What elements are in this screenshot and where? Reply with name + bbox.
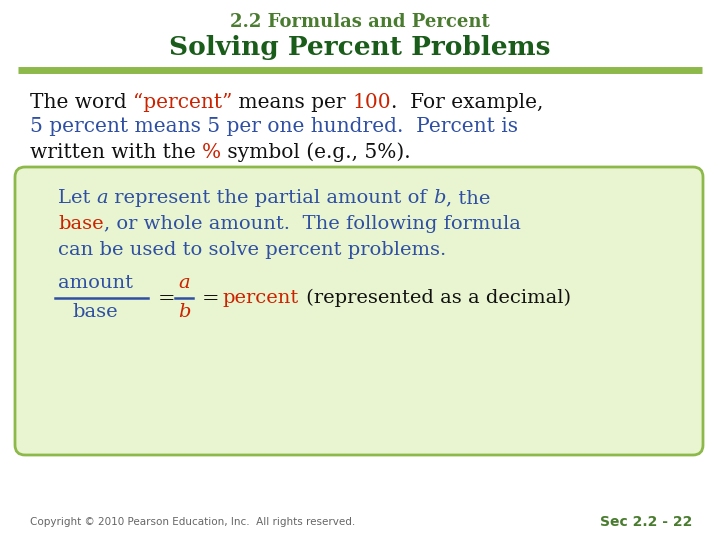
Text: , the: , the (446, 189, 490, 207)
Text: %: % (202, 143, 221, 161)
Text: 2.2 Formulas and Percent: 2.2 Formulas and Percent (230, 13, 490, 31)
Text: can be used to solve percent problems.: can be used to solve percent problems. (58, 241, 446, 259)
Text: percent: percent (222, 289, 298, 307)
FancyBboxPatch shape (15, 167, 703, 455)
Text: 5 percent means 5 per one hundred.  Percent is: 5 percent means 5 per one hundred. Perce… (30, 118, 518, 137)
Text: Let: Let (58, 189, 96, 207)
Text: .  For example,: . For example, (391, 92, 544, 111)
Text: represent the partial amount of: represent the partial amount of (108, 189, 433, 207)
Text: b: b (433, 189, 446, 207)
Text: a: a (178, 274, 190, 292)
Text: amount: amount (58, 274, 133, 292)
Text: “percent”: “percent” (133, 92, 233, 112)
Text: Solving Percent Problems: Solving Percent Problems (169, 36, 551, 60)
Text: a: a (96, 189, 108, 207)
Text: base: base (72, 303, 117, 321)
Text: means per: means per (233, 92, 353, 111)
Text: Sec 2.2 - 22: Sec 2.2 - 22 (600, 515, 692, 529)
Text: 100: 100 (353, 92, 391, 111)
Text: symbol (e.g., 5%).: symbol (e.g., 5%). (221, 142, 411, 162)
Text: =: = (158, 288, 176, 307)
Text: written with the: written with the (30, 143, 202, 161)
Text: base: base (58, 215, 104, 233)
Text: The word: The word (30, 92, 133, 111)
Text: b: b (178, 303, 190, 321)
Text: (represented as a decimal): (represented as a decimal) (300, 289, 571, 307)
Text: =: = (202, 288, 220, 307)
Text: , or whole amount.  The following formula: , or whole amount. The following formula (104, 215, 521, 233)
Text: Copyright © 2010 Pearson Education, Inc.  All rights reserved.: Copyright © 2010 Pearson Education, Inc.… (30, 517, 355, 527)
